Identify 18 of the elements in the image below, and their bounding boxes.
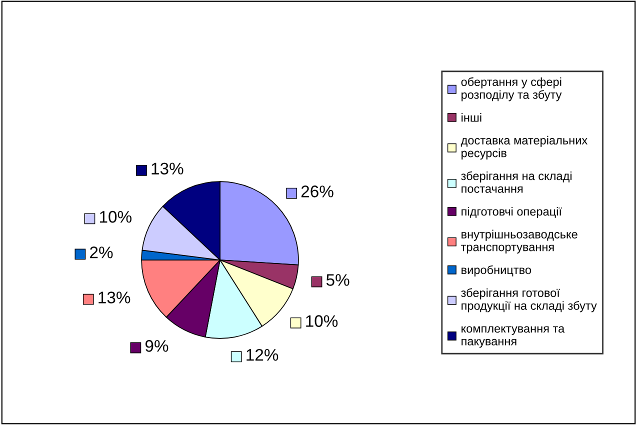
data-label: 2% — [90, 246, 113, 258]
data-label: 5% — [326, 274, 350, 286]
legend-label: обертання у сфері розподілу та збуту — [461, 77, 562, 102]
data-label: 13% — [98, 292, 130, 304]
legend-label: внутрішньозаводське транспортування — [460, 230, 578, 254]
legend-label: зберігання готової продукції на складі збуту — [461, 288, 597, 312]
data-label: 10% — [100, 210, 132, 223]
data-label: 9% — [145, 340, 168, 352]
data-label: 13% — [152, 162, 184, 174]
data-label: 26% — [301, 186, 334, 198]
data-label: 12% — [246, 348, 278, 361]
legend-label: комплектування та пакування — [462, 326, 565, 348]
legend-label: виробництво — [462, 265, 532, 276]
legend-label: інші — [462, 113, 482, 122]
data-label: 10% — [306, 315, 338, 327]
legend-label: зберігання на складі постачання — [461, 171, 572, 193]
legend-label: доставка матеріальних ресурсів — [460, 136, 588, 160]
legend-label: підготовчі операції — [462, 206, 562, 218]
